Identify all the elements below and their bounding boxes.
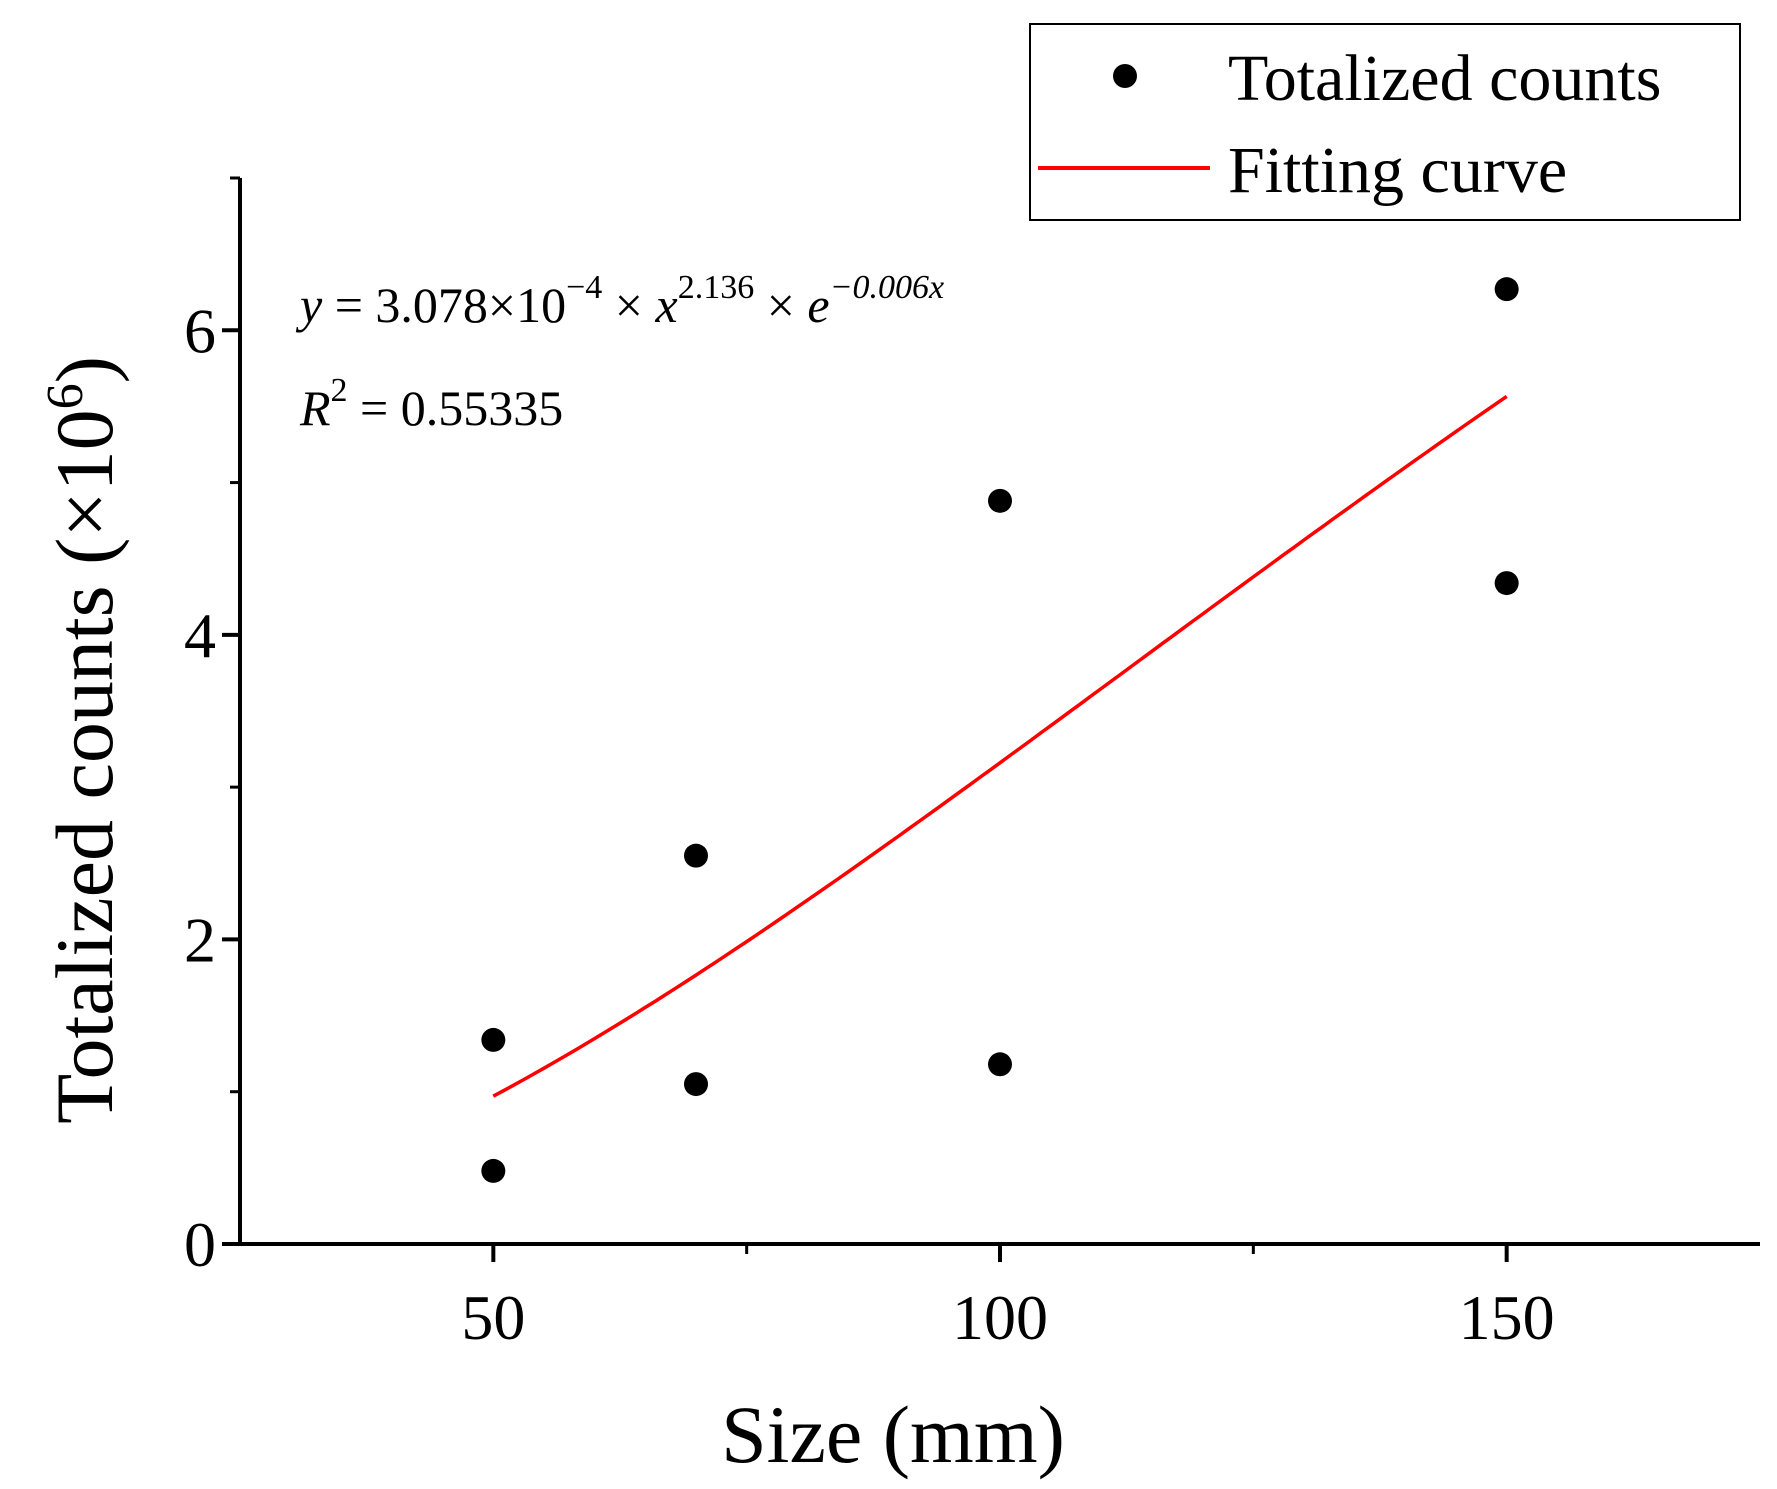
- data-point: [684, 843, 708, 868]
- eq-exp1: −4: [566, 269, 602, 306]
- y-axis-title-close: ): [39, 356, 130, 383]
- y-axis-title-sup: 6: [37, 383, 94, 409]
- y-tick-label: 6: [184, 295, 216, 366]
- legend-box: [1029, 23, 1741, 221]
- data-point: [481, 1158, 506, 1183]
- legend-label-fitting: Fitting curve: [1228, 134, 1567, 207]
- x-tick-label: 150: [1459, 1282, 1555, 1353]
- data-point: [481, 1027, 506, 1052]
- r2-value: = 0.55335: [348, 380, 564, 436]
- eq-times2: ×: [754, 277, 807, 333]
- legend: Totalized counts Fitting curve: [1029, 23, 1741, 221]
- data-point: [1494, 277, 1519, 302]
- data-point: [988, 1052, 1012, 1077]
- fit-equation: y = 3.078×10−4 × x2.136 × e−0.006x: [295, 269, 944, 333]
- data-point: [684, 1072, 708, 1097]
- fitting-curve: [492, 394, 1508, 1098]
- eq-x: x: [655, 277, 678, 333]
- x-tick-label: 50: [461, 1282, 525, 1353]
- data-point: [988, 488, 1012, 513]
- eq-e: e: [807, 277, 829, 333]
- eq-exp2: 2.136: [678, 269, 755, 306]
- legend-label-totalized: Totalized counts: [1228, 42, 1661, 115]
- r2-R: R: [299, 380, 331, 436]
- r2-sup: 2: [331, 372, 348, 409]
- r-squared: R2 = 0.55335: [299, 372, 563, 436]
- eq-y: y: [295, 277, 323, 333]
- x-tick-label: 100: [952, 1282, 1048, 1353]
- eq-times1: ×: [602, 277, 655, 333]
- legend-scatter-marker: [1113, 64, 1137, 88]
- y-tick-label: 2: [184, 904, 216, 975]
- y-tick-label: 0: [184, 1209, 216, 1280]
- data-point: [1494, 571, 1519, 596]
- y-tick-label: 4: [184, 600, 216, 671]
- eq-coeff: = 3.078×10: [322, 277, 566, 333]
- eq-exp3: −0.006x: [830, 269, 945, 306]
- x-axis-title: Size (mm): [721, 1389, 1065, 1480]
- y-axis-title: Totalized counts (×106): [37, 356, 130, 1124]
- y-axis-title-main: Totalized counts (×10: [39, 409, 130, 1124]
